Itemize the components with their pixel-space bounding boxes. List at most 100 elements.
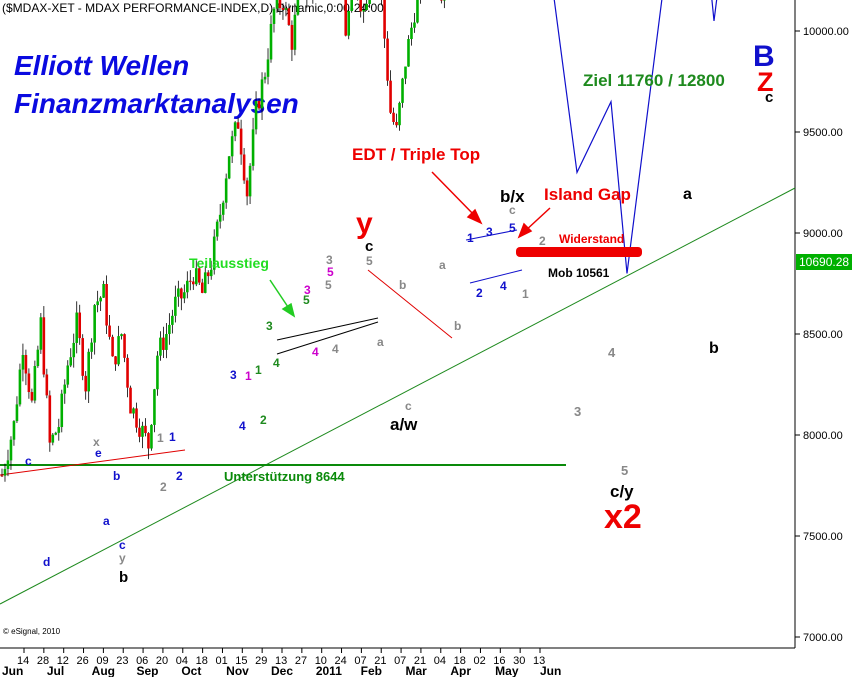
candle-body — [90, 342, 93, 352]
candle-body — [45, 374, 49, 396]
x-tick-label: 21 — [414, 655, 426, 667]
y-red-label: y — [356, 207, 373, 240]
candle-body — [410, 27, 413, 40]
x-tick-label: 26 — [77, 655, 89, 667]
candle-body — [392, 112, 395, 122]
wave-label: d — [43, 555, 50, 569]
candle-body — [141, 425, 144, 437]
wave-label: c — [405, 399, 412, 413]
wave-label: c — [765, 89, 773, 106]
b-blue-label: B — [753, 40, 775, 73]
candle-body — [227, 156, 231, 179]
candle-body — [162, 337, 165, 350]
candle-body — [197, 268, 201, 283]
wedge-lower-line — [469, 269, 523, 284]
candle-body — [443, 0, 446, 1]
candle-body — [383, 0, 386, 39]
wave-label: 3 — [486, 225, 493, 239]
teilausstieg-label: Teilausstieg — [189, 255, 269, 271]
long-term-trendline — [0, 187, 796, 605]
wave-label: 3 — [326, 253, 333, 267]
x2-label: x2 — [604, 498, 642, 536]
x-tick-label: 04 — [176, 655, 188, 667]
x-tick-label: 18 — [454, 655, 466, 667]
wave-label: b — [113, 469, 120, 483]
candle-body — [27, 373, 31, 393]
candle-body — [416, 0, 419, 23]
candle-body — [293, 14, 297, 50]
candle-body — [269, 23, 273, 60]
candle-body — [168, 324, 171, 335]
candle-body — [147, 433, 150, 449]
wave-label: 5 — [327, 265, 334, 279]
x-month-label: Jun — [540, 664, 561, 677]
x-tick-label: 18 — [196, 655, 208, 667]
wave-label: c — [119, 538, 126, 552]
x-tick-label: 04 — [434, 655, 446, 667]
candle-body — [33, 365, 37, 401]
candle-body — [350, 0, 353, 12]
wave-label: b — [119, 569, 128, 586]
wave-label: 4 — [332, 342, 339, 356]
forecast-wave-label: b — [709, 340, 719, 357]
wave-label: 1 — [245, 369, 252, 383]
candlestick-series — [0, 0, 446, 482]
candle-body — [251, 129, 255, 166]
arrow-teilausstieg — [269, 279, 296, 318]
forecast-wave-label: a — [683, 186, 692, 203]
wave-label: y — [119, 551, 126, 565]
candle-body — [6, 460, 10, 469]
arrow-edt — [431, 171, 483, 225]
candle-body — [248, 165, 252, 197]
candle-body — [96, 301, 99, 306]
candle-body — [200, 282, 204, 293]
candle-body — [296, 0, 300, 15]
candle-body — [284, 8, 288, 10]
candle-body — [212, 236, 216, 270]
candle-body — [287, 8, 291, 25]
brand-line-2: Finanzmarktanalysen — [14, 88, 299, 119]
wave-label: a — [103, 514, 110, 528]
forecast-wave-label: 5 — [621, 463, 628, 478]
candle-body — [36, 349, 40, 366]
candle-body — [413, 22, 416, 28]
wave-label: 5 — [325, 278, 332, 292]
support-label: Unterstützung 8644 — [224, 469, 345, 484]
x-month-label: Feb — [361, 664, 382, 677]
candle-body — [404, 66, 407, 79]
x-month-label: Mar — [406, 664, 428, 677]
candle-body — [263, 76, 267, 80]
y-tick-label: 9500.00 — [803, 127, 843, 139]
wedge-upper-line — [465, 229, 518, 241]
candle-body — [389, 80, 392, 113]
candle-body — [275, 0, 279, 9]
wave-label: 5 — [303, 293, 310, 307]
candle-body — [102, 283, 105, 298]
x-tick-label: 21 — [374, 655, 386, 667]
triangle-upper-line — [276, 317, 379, 341]
candle-body — [159, 337, 162, 356]
wave-label: 2 — [176, 469, 183, 483]
x-axis-ticks: 14 28 12 26 09 23 06 20 04 18 01 15 29 13 27 10 24 07 21 07… — [2, 648, 561, 677]
candle-body — [0, 475, 4, 477]
candle-body — [398, 102, 401, 126]
wave-label: 1 — [169, 430, 176, 444]
forecast-wave-label: 4 — [608, 345, 616, 360]
y-tick-label: 10000.00 — [803, 26, 849, 38]
x-month-label: Jul — [47, 664, 64, 677]
candle-body — [126, 357, 129, 388]
x-tick-label: 12 — [57, 655, 69, 667]
candle-body — [362, 10, 365, 12]
candle-body — [218, 214, 222, 222]
candle-body — [344, 0, 348, 36]
wave-label: c — [25, 454, 32, 468]
wave-label: 4 — [273, 356, 280, 370]
candle-body — [156, 355, 159, 390]
x-tick-label: 07 — [394, 655, 406, 667]
wave-label: b — [454, 319, 461, 333]
candle-body — [224, 178, 228, 203]
x-tick-label: 15 — [235, 655, 247, 667]
candle-body — [266, 59, 270, 77]
candle-body — [84, 375, 87, 392]
